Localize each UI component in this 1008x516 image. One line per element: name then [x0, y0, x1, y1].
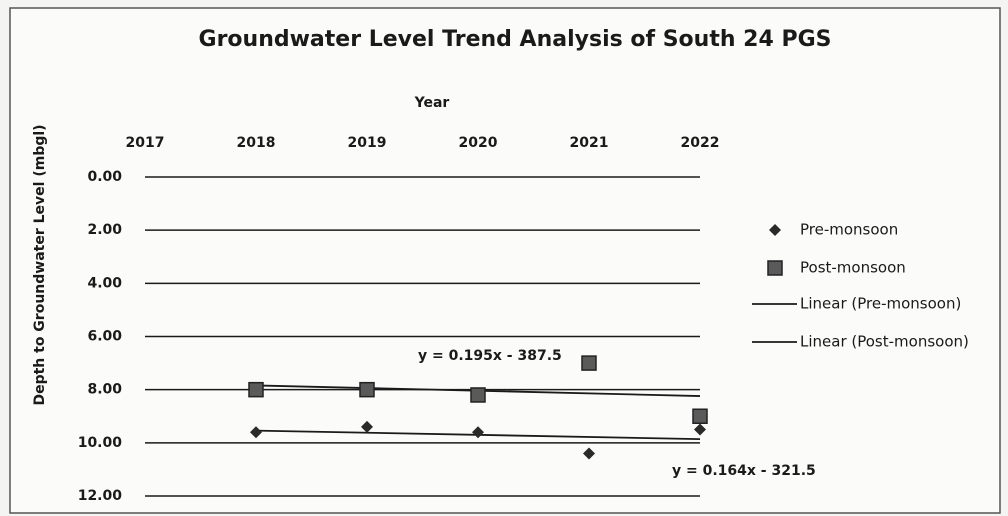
y-axis-title: Depth to Groundwater Level (mbgl) [32, 124, 48, 405]
frame [9, 7, 1001, 514]
y-tick-label: 0.00 [87, 169, 122, 185]
legend-label: Pre-monsoon [800, 221, 898, 239]
point [248, 381, 264, 398]
point [472, 426, 484, 439]
point [250, 426, 262, 439]
point [692, 408, 708, 424]
x-tick-label: 2022 [681, 135, 720, 151]
chart-title: Groundwater Level Trend Analysis of Sout… [199, 27, 832, 52]
x-tick-label: 2019 [348, 135, 387, 151]
x-tick-label: 2021 [570, 135, 609, 151]
x-tick-label: 2017 [126, 135, 165, 151]
legend-label: Linear (Post-monsoon) [800, 333, 969, 351]
y-tick-label: 6.00 [87, 329, 122, 345]
point [359, 381, 375, 398]
y-tick-label: 12.00 [78, 488, 123, 504]
point [583, 447, 595, 460]
x-axis-title: Year [414, 95, 450, 111]
y-tick-label: 10.00 [78, 435, 123, 451]
y-tick-label: 4.00 [87, 275, 122, 291]
y-tick-label: 2.00 [87, 222, 122, 238]
legend-marker [767, 260, 783, 276]
point [581, 355, 597, 371]
x-tick-label: 2018 [237, 135, 276, 151]
y-tick-label: 8.00 [87, 382, 122, 398]
point [694, 423, 706, 436]
point [361, 420, 373, 433]
legend-marker [769, 224, 781, 236]
trend-equation: y = 0.164x - 321.5 [672, 463, 816, 479]
trend-equation: y = 0.195x - 387.5 [418, 348, 562, 364]
legend-label: Post-monsoon [800, 259, 906, 277]
legend-label: Linear (Pre-monsoon) [800, 295, 961, 313]
point [470, 387, 486, 403]
x-tick-label: 2020 [459, 135, 498, 151]
